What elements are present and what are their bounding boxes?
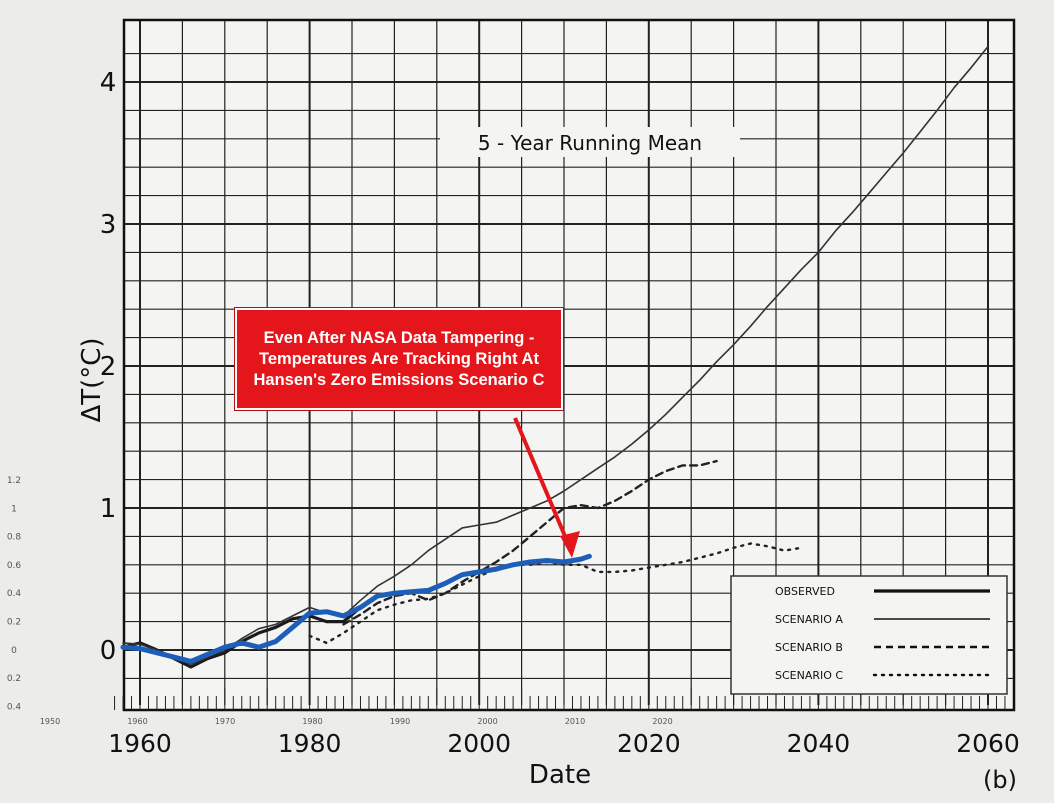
legend-label: SCENARIO C bbox=[775, 669, 843, 682]
panel-label: (b) bbox=[983, 766, 1017, 794]
arrow-head bbox=[560, 531, 580, 558]
overlay-x-tick-label: 1950 bbox=[40, 717, 60, 726]
overlay-y-tick-label: 1.2 bbox=[7, 476, 21, 486]
y-tick-label: 1 bbox=[100, 494, 117, 524]
series-layer bbox=[120, 45, 989, 669]
overlay-x-tick-label: 2000 bbox=[477, 717, 497, 726]
overlay-y-tick-label: 0.4 bbox=[7, 702, 22, 712]
x-tick-label: 1980 bbox=[278, 729, 342, 758]
annotation-callout: Even After NASA Data Tampering - Tempera… bbox=[235, 308, 563, 410]
y-axis-label: ΔT(°C) bbox=[77, 337, 107, 422]
highlight-line bbox=[120, 553, 592, 664]
overlay-x-tick-label: 1990 bbox=[390, 717, 410, 726]
y-tick-label: 2 bbox=[100, 352, 117, 382]
scenario-a-line bbox=[122, 45, 989, 665]
overlay-y-tick-label: 1 bbox=[11, 504, 17, 514]
legend-label: OBSERVED bbox=[775, 585, 835, 598]
title-backdrop bbox=[440, 127, 740, 157]
chart-title: 5 - Year Running Mean bbox=[478, 131, 702, 155]
overlay-x-tick-label: 1980 bbox=[302, 717, 322, 726]
overlay-y-tick-label: 0.6 bbox=[7, 561, 22, 571]
plot-border bbox=[122, 18, 1016, 712]
legend-box bbox=[730, 575, 1008, 695]
legend-label: SCENARIO A bbox=[775, 613, 843, 626]
overlay-y-tick-label: 0.2 bbox=[7, 674, 21, 684]
axes: 1960 1980 2000 2020 2040 2060 0 1 2 3 4 bbox=[100, 68, 1020, 758]
x-tick-label: 2000 bbox=[447, 729, 511, 758]
legend: OBSERVED SCENARIO A SCENARIO B SCENARIO C bbox=[730, 575, 1008, 695]
overlay-x-tick-label: 2010 bbox=[565, 717, 585, 726]
arrow-line bbox=[513, 417, 572, 549]
x-tick-label: 2040 bbox=[787, 729, 851, 758]
x-tick-label: 2060 bbox=[956, 729, 1020, 758]
x-tick-label: 1960 bbox=[108, 729, 172, 758]
y-tick-label: 4 bbox=[100, 68, 117, 98]
overlay-x-tick-label: 1960 bbox=[127, 717, 147, 726]
overlay-x-tick-label: 2020 bbox=[652, 717, 672, 726]
overlay-y-tick-label: 0 bbox=[11, 646, 17, 656]
overlay-x-tick-label: 1970 bbox=[215, 717, 235, 726]
x-tick-label: 2020 bbox=[617, 729, 681, 758]
annotation-arrow bbox=[513, 417, 580, 558]
overlay-y-tick-label: 0.4 bbox=[7, 589, 22, 599]
overlay-y-tick-label: 0.2 bbox=[7, 618, 21, 628]
y-tick-label: 3 bbox=[100, 210, 117, 240]
x-axis-label: Date bbox=[529, 760, 591, 790]
overlay-y-tick-label: 0.8 bbox=[7, 533, 22, 543]
y-tick-label: 0 bbox=[100, 636, 117, 666]
overlay-axes: 1.2 1 0.8 0.6 0.4 0.2 0 0.2 0.4 1950 1960 1970 1980 1… bbox=[7, 476, 673, 726]
legend-label: SCENARIO B bbox=[775, 641, 843, 654]
